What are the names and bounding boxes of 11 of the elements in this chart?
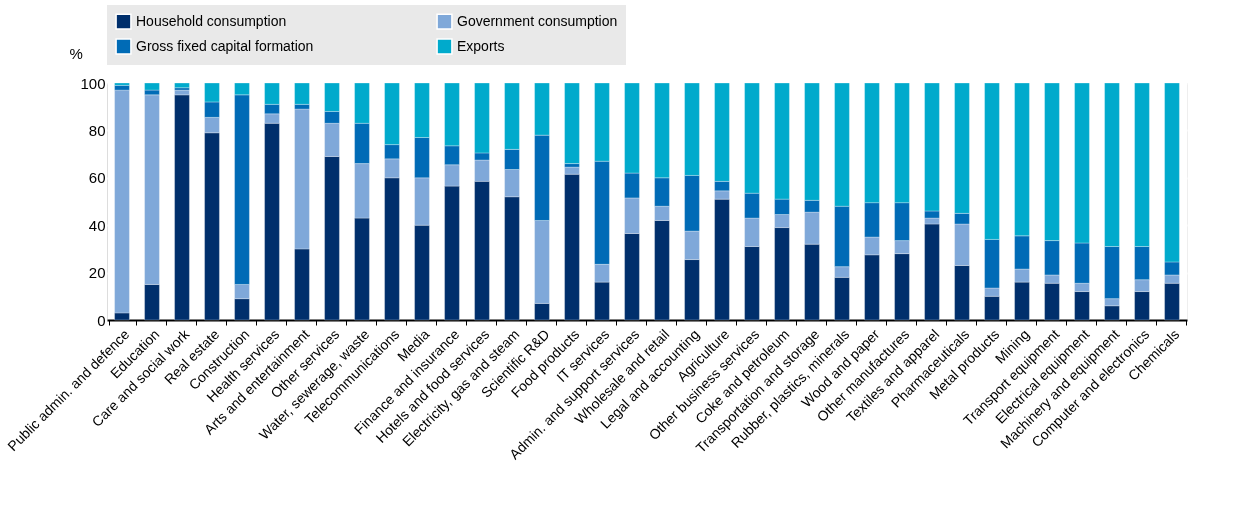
legend-label: Government consumption [457,12,618,29]
y-tick-label: 0 [97,311,106,329]
legend-label: Gross fixed capital formation [136,37,314,54]
y-axis-title: % [69,44,83,62]
y-tick-label: 60 [88,169,106,187]
y-tick-label: 20 [88,264,106,282]
legend-label: Exports [457,37,505,54]
y-tick-label: 40 [88,216,106,234]
y-tick-label: 100 [80,74,106,92]
legend-label: Household consumption [136,12,287,29]
y-tick-label: 80 [88,121,106,139]
